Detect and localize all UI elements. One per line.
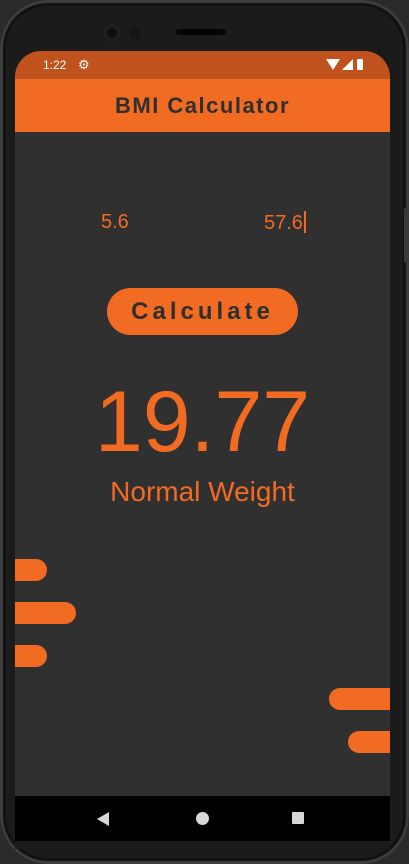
power-button[interactable]	[404, 208, 409, 263]
app-title: BMI Calculator	[114, 92, 291, 118]
calculate-button[interactable]: Calculate	[107, 288, 298, 335]
decorative-bar	[348, 731, 390, 753]
wifi-icon	[326, 59, 340, 70]
front-sensor	[130, 27, 140, 39]
bmi-result-value: 19.77	[94, 374, 311, 470]
battery-icon	[357, 59, 363, 70]
gear-icon: ⚙	[78, 57, 90, 72]
decorative-bar	[15, 559, 47, 581]
front-camera	[103, 24, 121, 42]
weight-input[interactable]: 57.6	[264, 211, 306, 235]
decorative-bar	[15, 602, 76, 624]
status-bar: 1:22 ⚙	[15, 51, 390, 79]
back-icon[interactable]	[97, 812, 109, 826]
signal-icon	[342, 59, 353, 70]
decorative-bar	[329, 688, 390, 710]
bmi-category-label: Normal Weight	[110, 476, 295, 507]
earpiece-speaker	[176, 29, 226, 35]
status-time: 1:22	[43, 58, 67, 72]
home-icon[interactable]	[196, 812, 209, 825]
app-bar: BMI Calculator	[15, 79, 390, 132]
recents-icon[interactable]	[292, 812, 304, 824]
height-input[interactable]: 5.6	[101, 211, 129, 234]
status-icons	[326, 59, 366, 72]
system-nav-bar	[15, 796, 390, 841]
weight-value: 57.6	[264, 212, 303, 234]
app-screen: 1:22 ⚙ BMI Calculator 5.6 57.6 Calculate…	[15, 51, 390, 837]
text-cursor	[303, 211, 306, 233]
height-value: 5.6	[101, 211, 129, 233]
device-chin	[15, 841, 390, 849]
decorative-bar	[15, 645, 47, 667]
